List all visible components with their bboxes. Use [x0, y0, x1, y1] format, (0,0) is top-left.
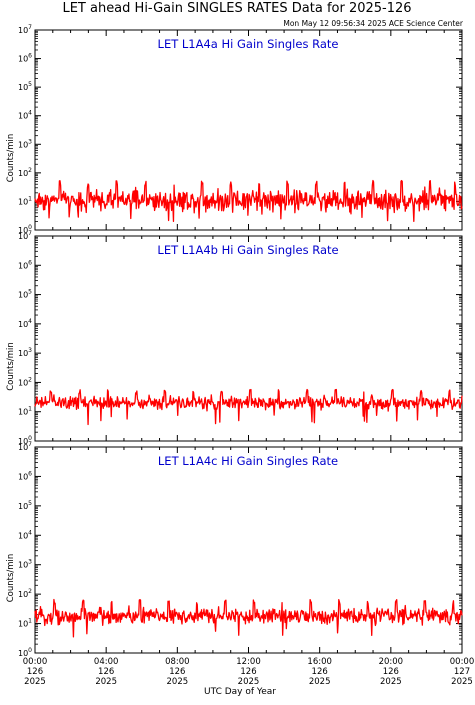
y-tick-label: 105: [18, 81, 32, 92]
y-tick-label: 100: [18, 435, 32, 446]
x-tick-label: 08:00 126 2025: [165, 657, 190, 687]
y-tick-label: 102: [18, 588, 32, 599]
y-tick-label: 107: [18, 230, 32, 241]
y-tick-label: 106: [18, 470, 32, 481]
y-tick-label: 101: [18, 195, 32, 206]
y-tick-label: 103: [18, 559, 32, 570]
x-tick-label: 00:00 127 2025: [450, 657, 475, 687]
x-axis-label: UTC Day of Year: [204, 687, 276, 697]
y-axis-label: Counts/min: [6, 342, 16, 391]
panel-title: LET L1A4a Hi Gain Singles Rate: [158, 37, 339, 51]
x-tick-label: 20:00 126 2025: [379, 657, 404, 687]
panel-frame: [34, 235, 463, 442]
chart-panel-1: 100 101 102 103 104 105 106 107 Counts/min LET L1…: [6, 24, 463, 235]
series-line: [34, 179, 463, 222]
y-tick-label: 104: [18, 529, 32, 540]
y-tick-label: 106: [18, 53, 32, 64]
chart-panel-3: 100 101 102 103 104 105 106 107 Counts/min LET L1…: [6, 441, 463, 658]
generation-timestamp: Mon May 12 09:56:34 2025 ACE Science Cen…: [283, 19, 464, 28]
y-tick-label: 107: [18, 441, 32, 452]
panel-title: LET L1A4b Hi Gain Singles Rate: [157, 243, 338, 257]
y-tick-label: 102: [18, 376, 32, 387]
x-tick-label: 12:00 126 2025: [236, 657, 261, 687]
x-tick-label: 16:00 126 2025: [307, 657, 332, 687]
y-tick-label: 101: [18, 618, 32, 629]
y-tick-label: 104: [18, 110, 32, 121]
panel-title: LET L1A4c Hi Gain Singles Rate: [158, 454, 338, 468]
y-tick-label: 103: [18, 138, 32, 149]
y-tick-label: 103: [18, 347, 32, 358]
y-tick-label: 105: [18, 500, 32, 511]
y-tick-label: 100: [18, 224, 32, 235]
y-tick-label: 102: [18, 167, 32, 178]
series-line: [34, 388, 463, 426]
series-line: [34, 598, 463, 638]
x-tick-label: 04:00 126 2025: [94, 657, 119, 687]
y-axis-label: Counts/min: [6, 554, 16, 603]
x-tick-label: 00:00 126 2025: [23, 657, 48, 687]
y-tick-label: 107: [18, 24, 32, 35]
y-tick-label: 100: [18, 647, 32, 658]
figure-title: LET ahead Hi-Gain SINGLES RATES Data for…: [62, 1, 411, 16]
y-axis-label: Counts/min: [6, 134, 16, 183]
y-tick-label: 105: [18, 289, 32, 300]
y-tick-label: 104: [18, 318, 32, 329]
y-tick-label: 106: [18, 259, 32, 270]
chart-panel-2: 100 101 102 103 104 105 106 107 Counts/min LET L1…: [6, 230, 463, 446]
y-tick-label: 101: [18, 406, 32, 417]
